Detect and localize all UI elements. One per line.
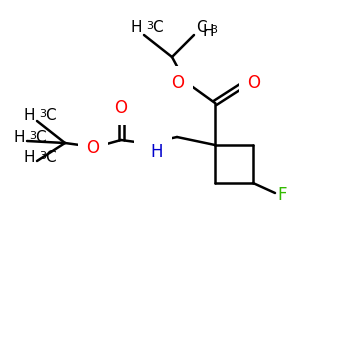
Text: 3: 3 xyxy=(29,131,36,141)
Text: 3: 3 xyxy=(210,25,217,35)
Text: H: H xyxy=(23,107,35,122)
Text: C: C xyxy=(45,149,56,164)
Text: 3: 3 xyxy=(39,109,46,119)
Text: O: O xyxy=(172,74,184,92)
Text: C: C xyxy=(35,130,46,145)
Text: N: N xyxy=(143,136,155,154)
Text: H: H xyxy=(14,130,25,145)
Text: H: H xyxy=(203,23,215,38)
Text: O: O xyxy=(86,139,99,157)
Text: C: C xyxy=(152,20,163,35)
Text: H: H xyxy=(151,143,163,161)
Text: 3: 3 xyxy=(39,151,46,161)
Text: C: C xyxy=(196,20,206,35)
Text: C: C xyxy=(45,107,56,122)
Text: F: F xyxy=(277,186,287,204)
Text: H: H xyxy=(23,149,35,164)
Text: H: H xyxy=(131,20,142,35)
Text: O: O xyxy=(114,99,127,117)
Text: 3: 3 xyxy=(146,21,153,31)
Text: O: O xyxy=(247,74,260,92)
